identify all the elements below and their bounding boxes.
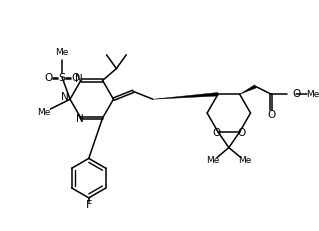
Text: Me: Me	[37, 108, 50, 117]
Text: N: N	[76, 114, 84, 124]
Text: O: O	[267, 110, 275, 120]
Text: N: N	[75, 74, 83, 85]
Text: Me: Me	[306, 90, 319, 99]
Text: F: F	[85, 200, 92, 210]
Text: Me: Me	[56, 48, 69, 57]
Text: O: O	[238, 128, 246, 138]
Text: O: O	[292, 89, 300, 99]
Text: O: O	[212, 128, 220, 138]
Text: Me: Me	[206, 156, 220, 165]
Text: O: O	[72, 73, 80, 82]
Text: S: S	[59, 73, 66, 82]
Text: N: N	[61, 92, 69, 102]
Polygon shape	[153, 93, 218, 99]
Text: O: O	[44, 73, 52, 82]
Polygon shape	[240, 85, 256, 94]
Text: Me: Me	[238, 156, 251, 165]
